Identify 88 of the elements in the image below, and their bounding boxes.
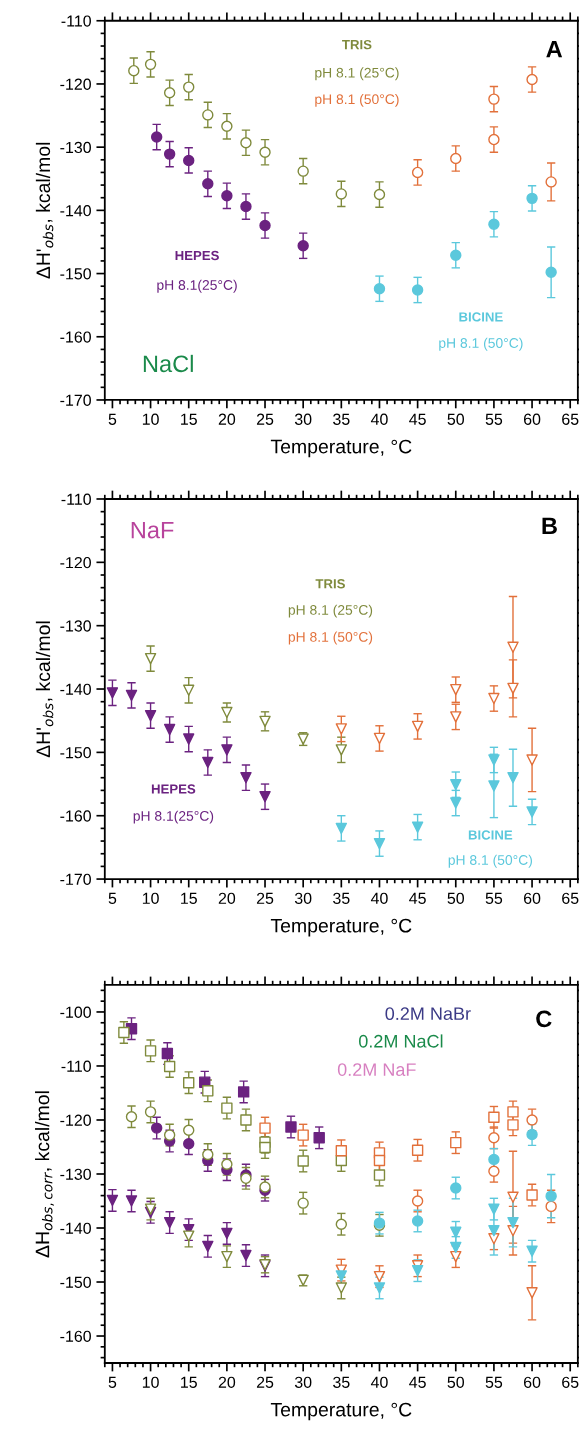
y-tick-label: -160 <box>60 810 91 822</box>
y-tick-label: -100 <box>60 1006 91 1018</box>
x-tick-label: 30 <box>294 892 312 904</box>
x-tick-label: 65 <box>562 1376 579 1388</box>
annotation: HEPES <box>151 784 196 794</box>
x-tick-label: 50 <box>447 413 465 425</box>
x-tick-label: 45 <box>409 892 426 904</box>
annotation: B <box>542 517 557 534</box>
x-tick-label: 5 <box>108 413 117 425</box>
y-tick-label: -170 <box>60 873 91 886</box>
y-tick-label: -130 <box>60 1168 91 1180</box>
annotation: pH 8.1 (50°C) <box>288 631 373 645</box>
annotation: NaF <box>131 521 174 539</box>
annotation: BICINE <box>468 830 513 840</box>
y-tick-label: -110 <box>61 493 91 505</box>
annotation: C <box>536 1010 552 1028</box>
x-tick-label: 30 <box>294 413 312 425</box>
y-axis-title: ΔH$_{obs,corr}$, kcal/mol <box>35 1091 54 1258</box>
y-axis-title: ΔH'$_{obs}$, kcal/mol <box>35 142 54 279</box>
y-tick-label: -160 <box>60 331 91 343</box>
x-tick-label: 60 <box>523 413 541 425</box>
y-tick-label: -150 <box>60 268 91 280</box>
annotation: pH 8.1 (50°C) <box>439 337 523 351</box>
y-tick-label: -140 <box>60 683 91 695</box>
x-tick-label: 10 <box>142 413 159 425</box>
x-tick-label: 65 <box>562 413 579 425</box>
x-axis-title: Temperature, °C <box>270 439 412 458</box>
annotation: TRIS <box>315 579 345 589</box>
x-tick-label: 40 <box>370 892 388 904</box>
y-tick-label: -170 <box>60 394 91 406</box>
x-tick-label: 10 <box>142 1376 159 1388</box>
annotation: pH 8.1 (25°C) <box>315 67 399 81</box>
x-axis-title: Temperature, °C <box>270 1402 412 1421</box>
x-tick-label: 50 <box>447 892 465 904</box>
y-tick-label: -130 <box>60 620 91 632</box>
x-tick-label: 65 <box>562 892 579 904</box>
annotation: pH 8.1 (25°C) <box>288 604 373 618</box>
annotation: 0.2M NaCl <box>358 1034 443 1048</box>
x-tick-label: 25 <box>256 892 274 904</box>
annotation: pH 8.1(25°C) <box>133 810 214 824</box>
x-tick-label: 50 <box>447 1376 465 1388</box>
x-tick-label: 25 <box>256 1376 274 1388</box>
y-tick-label: -120 <box>60 556 91 569</box>
x-tick-label: 30 <box>294 1376 312 1388</box>
x-tick-label: 5 <box>108 1376 117 1388</box>
x-tick-label: 60 <box>523 1376 541 1388</box>
annotation: HEPES <box>175 250 219 261</box>
x-tick-label: 60 <box>523 892 541 904</box>
y-tick-label: -120 <box>60 1114 91 1126</box>
x-tick-label: 20 <box>218 1376 236 1388</box>
y-tick-label: -120 <box>60 78 91 90</box>
x-tick-label: 25 <box>256 413 274 425</box>
x-tick-label: 15 <box>181 413 197 425</box>
x-tick-label: 45 <box>409 1376 426 1388</box>
y-tick-label: -150 <box>60 1276 91 1288</box>
x-tick-label: 55 <box>485 1376 503 1388</box>
annotation: 0.2M NaBr <box>385 1007 471 1021</box>
y-tick-label: -110 <box>61 15 91 27</box>
y-tick-label: -160 <box>60 1330 91 1342</box>
annotation: pH 8.1 (50°C) <box>448 854 532 868</box>
y-tick-label: -130 <box>60 141 91 154</box>
annotation: A <box>546 40 563 58</box>
y-tick-label: -140 <box>60 1222 91 1234</box>
annotation: pH 8.1 (50°C) <box>315 93 399 107</box>
annotation: NaCl <box>143 354 193 373</box>
x-axis-title: Temperature, °C <box>270 918 412 937</box>
x-tick-label: 5 <box>108 892 117 904</box>
y-tick-label: -110 <box>61 1060 91 1072</box>
x-tick-label: 55 <box>485 892 503 904</box>
y-axis-title: ΔH'$_{obs}$, kcal/mol <box>35 621 54 758</box>
y-tick-label: -140 <box>60 204 91 217</box>
x-tick-label: 15 <box>181 892 197 904</box>
y-tick-label: -150 <box>60 747 91 759</box>
x-tick-label: 10 <box>142 892 159 904</box>
annotation: TRIS <box>342 39 372 50</box>
x-tick-label: 35 <box>333 892 350 904</box>
x-tick-label: 55 <box>485 413 503 425</box>
x-tick-label: 45 <box>409 413 426 425</box>
x-tick-label: 15 <box>181 1376 197 1388</box>
x-tick-label: 40 <box>370 413 388 425</box>
annotation: 0.2M NaF <box>337 1063 416 1076</box>
x-tick-label: 40 <box>370 1376 388 1388</box>
x-tick-label: 20 <box>218 413 236 425</box>
x-tick-label: 35 <box>333 413 350 425</box>
annotation: BICINE <box>459 312 503 322</box>
annotation: pH 8.1(25°C) <box>157 279 237 293</box>
x-tick-label: 35 <box>333 1376 350 1388</box>
x-tick-label: 20 <box>218 892 236 904</box>
